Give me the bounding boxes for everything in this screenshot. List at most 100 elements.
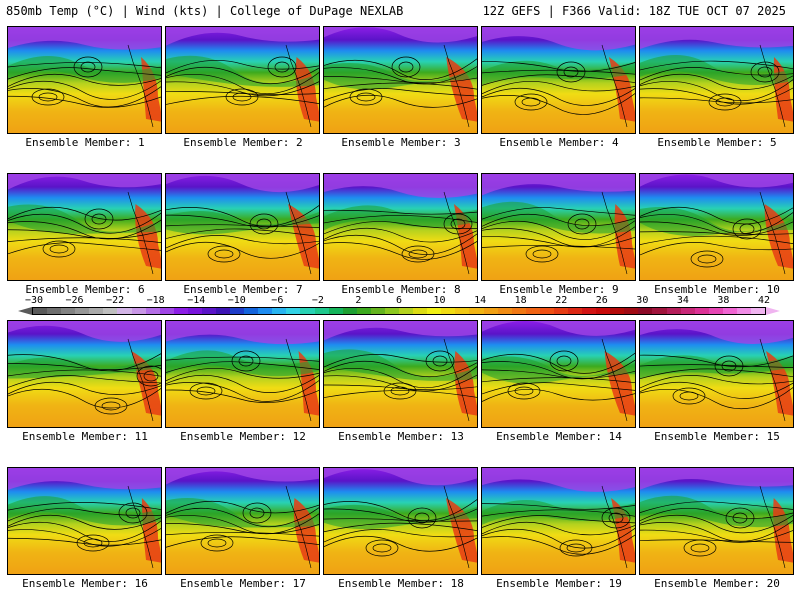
ensemble-member-map [639,173,794,281]
colorbar-swatch [455,308,470,314]
ensemble-member-label: Ensemble Member: 19 [496,577,622,590]
colorbar-swatch [117,308,132,314]
colorbar-tick-label: −30 [24,295,44,306]
colorbar-swatch [356,308,371,314]
ensemble-member-label: Ensemble Member: 9 [499,283,619,296]
colorbar-swatch [736,308,751,314]
ensemble-member-label: Ensemble Member: 1 [25,136,145,149]
ensemble-member-map [7,173,162,281]
colorbar-swatch [652,308,667,314]
colorbar-tick-label: 34 [676,295,689,306]
colorbar-swatch [638,308,653,314]
colorbar-swatch [370,308,385,314]
colorbar-swatch [328,308,343,314]
ensemble-member-label: Ensemble Member: 14 [496,430,622,443]
colorbar-swatch [230,308,245,314]
colorbar-low-arrow [18,307,32,315]
colorbar-swatch [525,308,540,314]
ensemble-member-label: Ensemble Member: 10 [654,283,780,296]
ensemble-member-map [639,467,794,575]
colorbar-swatch [441,308,456,314]
colorbar-swatch [47,308,62,314]
colorbar-tick-label: 22 [555,295,568,306]
colorbar-swatch [33,308,48,314]
colorbar-swatch [582,308,597,314]
ensemble-member-map [165,467,320,575]
map-title: 850mb Temp (°C) | Wind (kts) | College o… [6,4,404,18]
colorbar-swatch [300,308,315,314]
ensemble-member-map [639,26,794,134]
colorbar-tick-label: 42 [757,295,771,306]
colorbar-tick-label: −18 [146,295,165,306]
colorbar-swatch [61,308,76,314]
colorbar-swatch [131,308,146,314]
colorbar-swatch [624,308,639,314]
ensemble-member-label: Ensemble Member: 7 [183,283,303,296]
colorbar-swatch [539,308,554,314]
colorbar-swatch [708,308,723,314]
colorbar-swatch [173,308,188,314]
ensemble-member-map [165,173,320,281]
colorbar-tick-label: 30 [636,295,649,306]
colorbar-tick-label: 18 [514,295,527,306]
colorbar-tick-label: −26 [65,295,84,306]
run-valid-time: 12Z GEFS | F366 Valid: 18Z TUE OCT 07 20… [482,4,786,18]
ensemble-member-map [7,320,162,428]
ensemble-member-map [7,26,162,134]
colorbar-tick-label: 6 [395,295,403,306]
colorbar-swatch [722,308,737,314]
colorbar-swatch [187,308,202,314]
colorbar-swatch [483,308,498,314]
ensemble-member-label: Ensemble Member: 13 [338,430,464,443]
ensemble-member-map [481,26,636,134]
colorbar-swatch [103,308,118,314]
ensemble-member-label: Ensemble Member: 12 [180,430,306,443]
colorbar-swatch [567,308,583,314]
colorbar-swatch [666,308,681,314]
colorbar-swatch [596,308,611,314]
ensemble-member-map [481,467,636,575]
ensemble-member-map [481,173,636,281]
colorbar-swatch [159,308,174,314]
ensemble-member-label: Ensemble Member: 6 [25,283,145,296]
temperature-colorbar [32,307,766,315]
ensemble-member-label: Ensemble Member: 11 [22,430,148,443]
colorbar-swatch [75,308,90,314]
colorbar-swatch [469,308,484,314]
colorbar-swatch [680,308,695,314]
colorbar-tick-label: 26 [595,295,608,306]
ensemble-member-label: Ensemble Member: 2 [183,136,303,149]
colorbar-swatch [216,308,231,314]
colorbar-tick-label: −14 [187,295,206,306]
ensemble-member-label: Ensemble Member: 15 [654,430,780,443]
colorbar-swatch [145,308,160,314]
colorbar-swatch [314,308,329,314]
colorbar-tick-label: −2 [311,295,324,306]
ensemble-member-map [323,26,478,134]
colorbar-swatch [286,308,301,314]
colorbar-tick-label: 10 [433,295,446,306]
ensemble-member-label: Ensemble Member: 3 [341,136,461,149]
ensemble-member-label: Ensemble Member: 8 [341,283,461,296]
colorbar-tick-label: −22 [106,295,125,306]
colorbar-swatch [272,308,287,314]
ensemble-member-label: Ensemble Member: 20 [654,577,780,590]
colorbar-swatch [399,308,414,314]
ensemble-member-map [639,320,794,428]
colorbar-tick-label: −6 [271,295,284,306]
ensemble-member-map [7,467,162,575]
colorbar-tick-label: 2 [355,295,362,306]
colorbar-swatch [694,308,709,314]
colorbar-swatch [384,308,400,314]
colorbar-swatch [553,308,568,314]
ensemble-member-map [323,173,478,281]
colorbar-swatch [413,308,428,314]
colorbar-swatch [750,308,766,314]
colorbar-swatch [258,308,273,314]
ensemble-member-map [323,320,478,428]
colorbar-tick-label: 14 [474,295,487,306]
ensemble-member-label: Ensemble Member: 4 [499,136,619,149]
colorbar-swatch [342,308,357,314]
ensemble-member-label: Ensemble Member: 16 [22,577,148,590]
ensemble-member-map [165,320,320,428]
